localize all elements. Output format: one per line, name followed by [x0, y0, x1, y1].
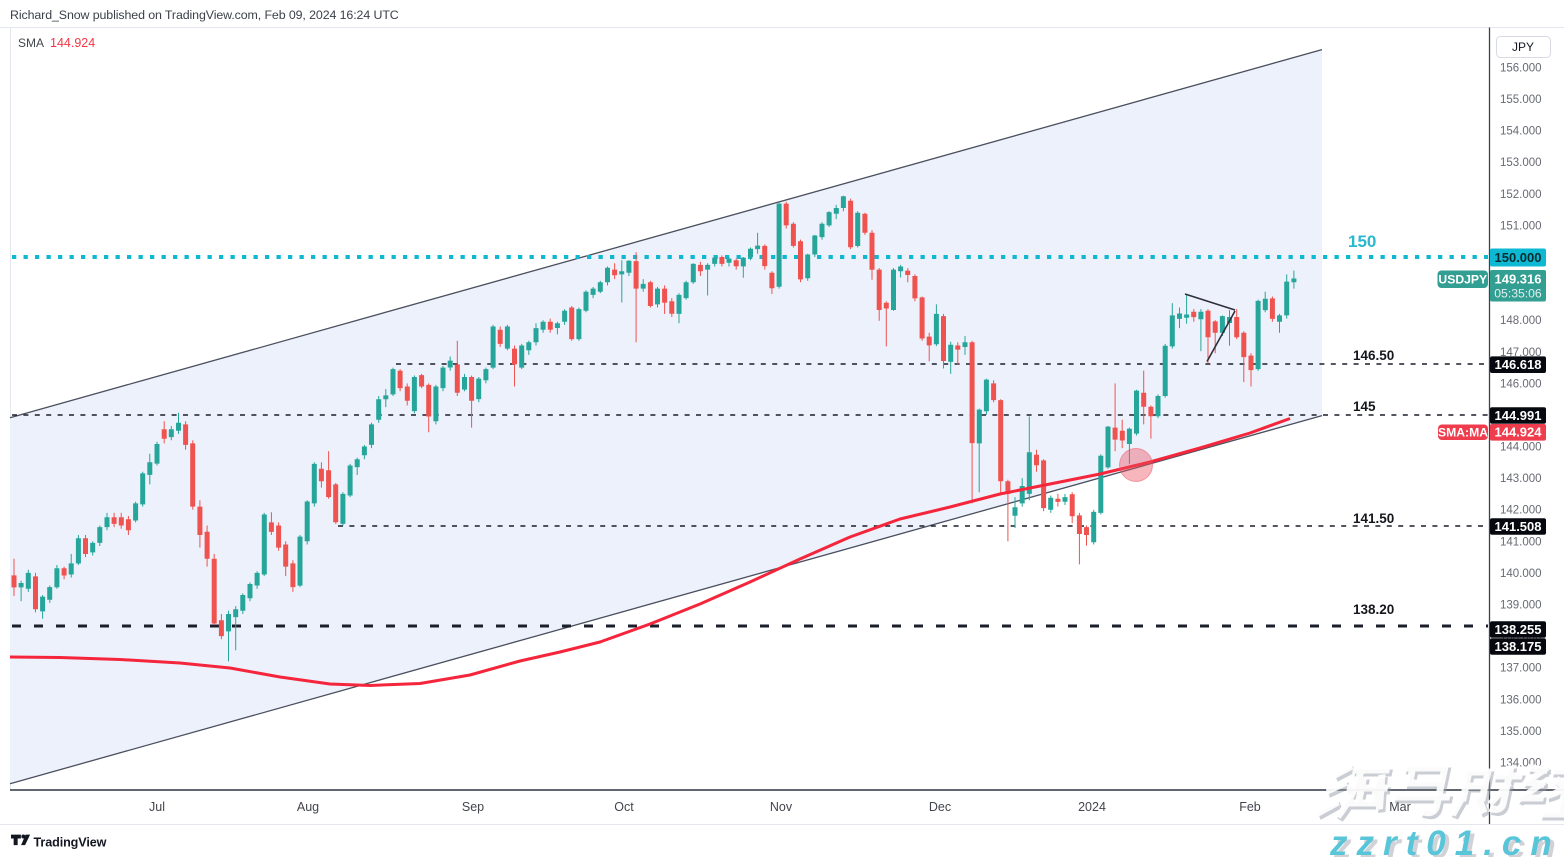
svg-text:147.000: 147.000 — [1500, 347, 1542, 359]
svg-text:141.508: 141.508 — [1495, 519, 1542, 534]
svg-text:SMA: SMA — [18, 36, 44, 50]
svg-text:zzrt01.cn: zzrt01.cn — [1333, 827, 1564, 857]
svg-text:138.20: 138.20 — [1353, 602, 1394, 617]
svg-text:zzrt01.cn: zzrt01.cn — [1329, 824, 1561, 857]
svg-text:Richard_Snow published on Trad: Richard_Snow published on TradingView.co… — [10, 8, 399, 22]
svg-text:146.50: 146.50 — [1353, 348, 1394, 363]
svg-text:SMA:MA: SMA:MA — [1438, 426, 1488, 440]
svg-text:154.000: 154.000 — [1500, 126, 1542, 138]
svg-text:141.50: 141.50 — [1353, 511, 1394, 526]
svg-text:Aug: Aug — [297, 800, 319, 814]
svg-text:Feb: Feb — [1239, 800, 1261, 814]
svg-text:156.000: 156.000 — [1500, 63, 1542, 75]
svg-text:155.000: 155.000 — [1500, 94, 1542, 106]
svg-text:Jul: Jul — [149, 800, 165, 814]
svg-text:136.000: 136.000 — [1500, 694, 1542, 706]
svg-text:138.175: 138.175 — [1495, 639, 1542, 654]
svg-text:144.924: 144.924 — [50, 36, 95, 50]
svg-text:USDJPY: USDJPY — [1438, 273, 1487, 287]
svg-text:138.255: 138.255 — [1495, 622, 1542, 637]
svg-text:144.000: 144.000 — [1500, 442, 1542, 454]
svg-text:Dec: Dec — [929, 800, 951, 814]
svg-text:05:35:06: 05:35:06 — [1494, 287, 1542, 301]
svg-text:153.000: 153.000 — [1500, 157, 1542, 169]
svg-text:146.000: 146.000 — [1500, 378, 1542, 390]
svg-text:145: 145 — [1353, 399, 1376, 414]
svg-text:144.991: 144.991 — [1495, 408, 1542, 423]
svg-text:143.000: 143.000 — [1500, 473, 1542, 485]
svg-text:142.000: 142.000 — [1500, 505, 1542, 517]
svg-text:144.924: 144.924 — [1495, 425, 1543, 440]
svg-text:150: 150 — [1348, 232, 1376, 251]
svg-text:149.316: 149.316 — [1495, 272, 1542, 287]
svg-text:148.000: 148.000 — [1500, 315, 1542, 327]
svg-text:135.000: 135.000 — [1500, 726, 1542, 738]
svg-text:JPY: JPY — [1512, 40, 1534, 54]
svg-text:Nov: Nov — [770, 800, 793, 814]
svg-text:151.000: 151.000 — [1500, 220, 1542, 232]
svg-text:Oct: Oct — [614, 800, 634, 814]
svg-text:2024: 2024 — [1078, 800, 1106, 814]
svg-text:Sep: Sep — [462, 800, 484, 814]
svg-text:TradingView: TradingView — [34, 836, 107, 850]
svg-text:137.000: 137.000 — [1500, 663, 1542, 675]
svg-text:150.000: 150.000 — [1495, 250, 1542, 265]
svg-text:140.000: 140.000 — [1500, 568, 1542, 580]
svg-text:146.618: 146.618 — [1495, 357, 1542, 372]
svg-text:152.000: 152.000 — [1500, 189, 1542, 201]
svg-text:141.000: 141.000 — [1500, 536, 1542, 548]
svg-text:139.000: 139.000 — [1500, 600, 1542, 612]
